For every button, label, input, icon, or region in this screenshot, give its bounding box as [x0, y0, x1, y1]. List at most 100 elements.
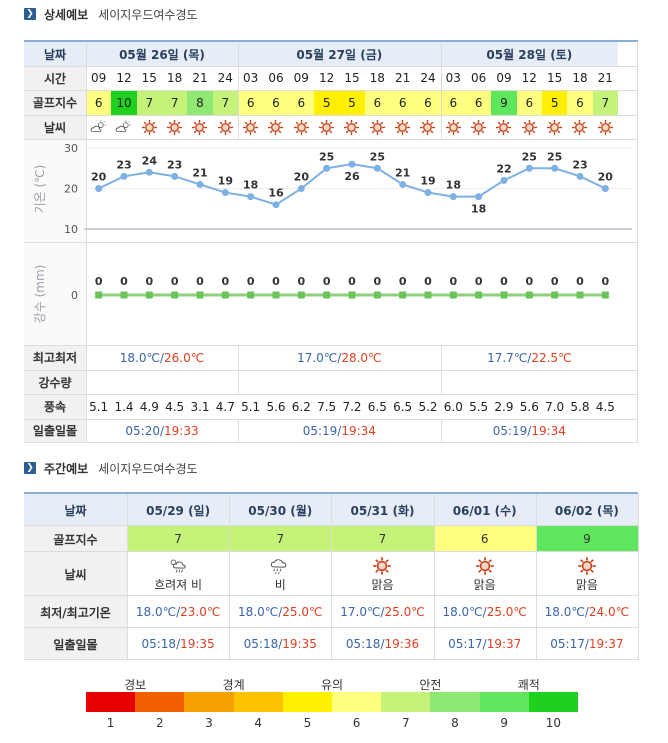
grid-line	[24, 659, 638, 660]
temperature-point	[297, 185, 305, 192]
weekly-forecast-table: 날짜 골프지수 날씨 최저/최고기온 일출일몰 05/29 (일) 7 흐려져 비 18.0℃ /…	[24, 492, 639, 660]
weather-cell	[238, 115, 263, 139]
wind-cell: 6.0	[443, 399, 463, 414]
precipitation-label: 0	[298, 275, 306, 288]
temperature-point	[525, 164, 533, 172]
grid-line	[237, 345, 239, 394]
precipitation-label: 0	[120, 275, 128, 288]
temperature-point	[424, 189, 432, 197]
detail-place: 세이지우드여수경도	[98, 7, 198, 22]
legend-color-swatch	[86, 692, 136, 712]
weather-cell	[314, 115, 339, 139]
grid-line	[229, 494, 231, 660]
temperature-label: 18	[446, 179, 461, 192]
legend-group-label: 안전	[419, 678, 442, 692]
label-min-max: 최고최저	[24, 345, 86, 370]
grid-line	[440, 419, 442, 442]
precipitation-point	[348, 291, 356, 299]
weekly-sun-cell: 05:18/19:35	[243, 637, 317, 651]
label-wind: 풍속	[24, 394, 86, 419]
grid-line	[127, 494, 128, 660]
sunset-time: 19:34	[531, 423, 566, 438]
day-header: 05월 26일 (목)	[86, 42, 238, 66]
sun-icon	[318, 119, 335, 136]
grid-line	[24, 442, 638, 443]
precipitation-label: 0	[95, 275, 103, 288]
grid-line	[24, 370, 638, 371]
wind-cell: 4.5	[165, 399, 185, 414]
weekly-sun-cell: 05:17/19:37	[550, 637, 624, 651]
grid-line	[24, 66, 638, 67]
weekly-sunrise: 05:18	[243, 637, 279, 651]
temperature-point	[323, 164, 331, 172]
sun-icon	[267, 119, 284, 136]
weekly-sunrise: 05:17	[550, 637, 585, 651]
grid-line	[331, 494, 333, 660]
weather-cell	[441, 115, 466, 139]
precipitation-point	[399, 291, 407, 299]
temperature-label: 21	[395, 166, 410, 179]
time-cell: 15	[344, 71, 360, 85]
weather-cell	[187, 115, 212, 139]
weekly-section-title: ❯ 주간예보 세이지우드여수경도	[24, 460, 198, 476]
golf-index-cell: 6	[263, 90, 289, 115]
detail-title: 상세예보	[44, 7, 89, 22]
label-golf-index: 골프지수	[24, 526, 127, 552]
temperature-label: 25	[522, 150, 537, 163]
temperature-chart: 30 20 10 기온 (℃) 20 23 24 23 21 19 18 16 20 25 26 25 21 19…	[33, 142, 632, 236]
precipitation-label: 0	[424, 275, 432, 288]
sun-icon	[521, 119, 538, 136]
weather-cell	[137, 115, 162, 139]
grid-line	[24, 115, 638, 116]
precipitation-point	[247, 291, 255, 299]
legend-color-swatch	[332, 692, 382, 712]
weekly-day-header: 05/31 (화)	[331, 494, 434, 526]
temperature-label: 16	[268, 187, 284, 200]
weekly-golf-index: 6	[433, 526, 536, 552]
precipitation-point	[272, 291, 280, 299]
precipitation-label: 0	[348, 275, 356, 288]
legend-number: 7	[401, 716, 410, 730]
weekly-max-temp: 24.0℃	[588, 605, 630, 619]
weekly-sun-cell: 05:17/19:37	[448, 637, 522, 651]
weather-cell	[162, 115, 187, 139]
grid-line	[237, 419, 239, 442]
wind-cell: 7.5	[317, 399, 337, 414]
golf-index-cell: 6	[465, 90, 492, 115]
temperature-point	[196, 180, 204, 188]
weather-cell	[111, 115, 136, 139]
legend-color-swatch	[381, 692, 431, 712]
legend-number: 8	[451, 716, 459, 730]
sun-icon	[571, 119, 588, 136]
label-date: 날짜	[24, 494, 127, 526]
day-min-max: 17.7℃/22.5℃	[487, 350, 572, 365]
grid-line	[440, 345, 442, 394]
day-min-max: 17.0℃/28.0℃	[297, 350, 382, 365]
chevron-right-icon: ❯	[24, 8, 36, 20]
wind-cell: 7.0	[545, 399, 565, 414]
wind-cell: 5.6	[266, 399, 286, 414]
wind-cell: 4.9	[139, 399, 159, 414]
precipitation-point	[449, 291, 457, 299]
time-cell: 09	[293, 71, 309, 85]
weekly-weather-cell: 맑음	[331, 552, 433, 596]
time-cell: 15	[141, 71, 157, 85]
sun-icon	[495, 119, 512, 136]
weekly-sunset: 19:35	[180, 637, 215, 651]
max-temp: 22.5℃	[531, 350, 572, 365]
temperature-point	[576, 172, 584, 180]
temperature-label: 24	[142, 154, 158, 167]
cloudy-sun-icon	[90, 119, 107, 136]
weekly-min-temp: 17.0℃	[340, 605, 381, 619]
weather-cell	[390, 115, 415, 139]
max-temp: 26.0℃	[164, 350, 205, 365]
weekly-temp-cell: 18.0℃/25.0℃	[238, 605, 323, 619]
precipitation-point	[297, 291, 305, 299]
temperature-label: 26	[344, 170, 360, 183]
temperature-point	[475, 193, 483, 201]
sun-icon	[166, 119, 183, 136]
wind-cell: 5.1	[89, 399, 109, 414]
weekly-weather-cell: 흐려져 비	[127, 552, 229, 596]
temperature-point	[171, 172, 179, 180]
golf-index-cell: 6	[237, 90, 264, 115]
